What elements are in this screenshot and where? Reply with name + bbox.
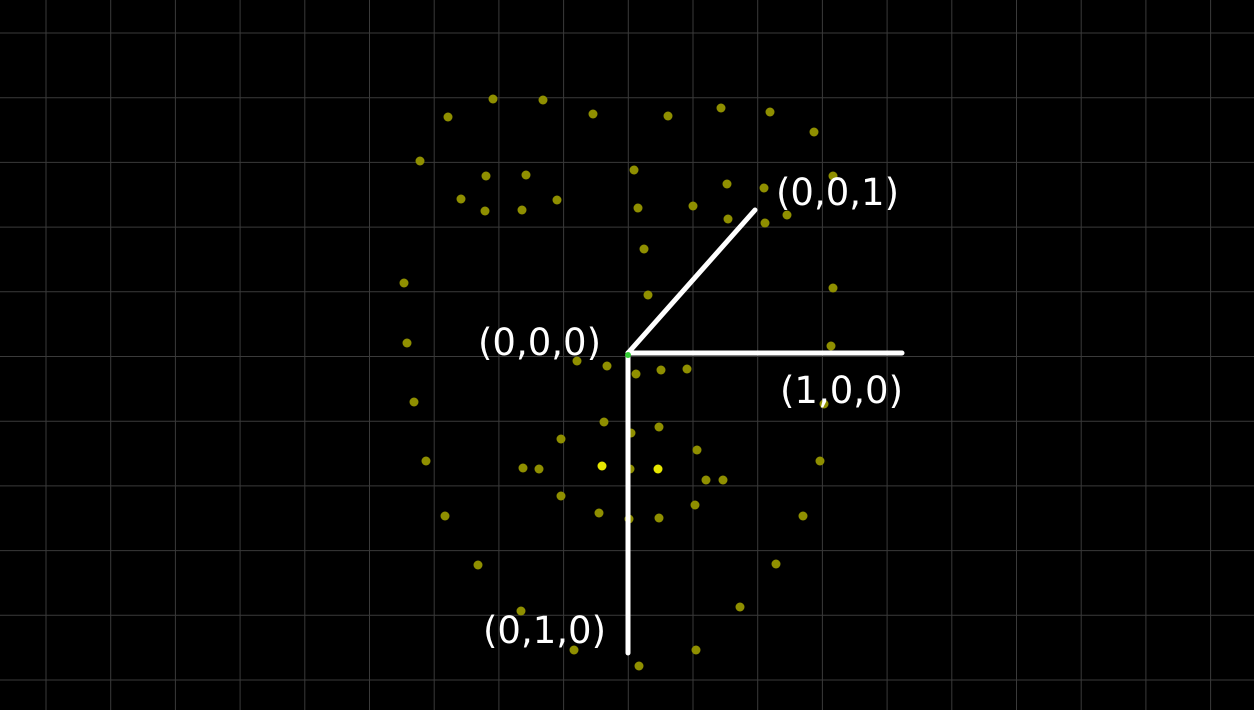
point-marker bbox=[480, 206, 490, 216]
point-marker bbox=[654, 513, 664, 523]
point-marker bbox=[634, 661, 644, 671]
y-axis-label: (0,1,0) bbox=[483, 609, 607, 652]
point-marker bbox=[629, 165, 639, 175]
point-marker bbox=[771, 559, 781, 569]
point-marker bbox=[588, 109, 598, 119]
point-marker bbox=[440, 511, 450, 521]
point-marker bbox=[819, 399, 829, 409]
point-marker bbox=[639, 244, 649, 254]
point-marker bbox=[716, 103, 726, 113]
point-marker bbox=[688, 201, 698, 211]
point-marker bbox=[723, 214, 733, 224]
point-marker bbox=[488, 94, 498, 104]
point-marker bbox=[473, 560, 483, 570]
point-marker bbox=[569, 645, 579, 655]
point-marker bbox=[765, 107, 775, 117]
point-marker bbox=[402, 338, 412, 348]
point-marker bbox=[556, 491, 566, 501]
point-marker bbox=[798, 511, 808, 521]
point-marker bbox=[735, 602, 745, 612]
point-marker bbox=[594, 508, 604, 518]
point-cloud bbox=[399, 94, 838, 671]
point-marker bbox=[456, 194, 466, 204]
point-marker bbox=[443, 112, 453, 122]
point-marker bbox=[481, 171, 491, 181]
point-marker bbox=[516, 606, 526, 616]
point-marker bbox=[534, 464, 544, 474]
point-marker bbox=[682, 364, 692, 374]
point-marker bbox=[518, 463, 528, 473]
point-marker bbox=[759, 183, 769, 193]
point-marker bbox=[643, 290, 653, 300]
point-marker bbox=[631, 369, 641, 379]
point-marker bbox=[691, 645, 701, 655]
point-marker bbox=[760, 218, 770, 228]
z-axis-label: (0,0,1) bbox=[776, 171, 900, 214]
point-marker bbox=[521, 170, 531, 180]
point-marker bbox=[692, 445, 702, 455]
point-marker bbox=[815, 456, 825, 466]
point-marker bbox=[552, 195, 562, 205]
highlighted-point-marker bbox=[653, 464, 663, 474]
point-marker bbox=[828, 283, 838, 293]
point-marker bbox=[656, 365, 666, 375]
point-marker bbox=[517, 205, 527, 215]
point-marker bbox=[826, 341, 836, 351]
z-axis-line bbox=[625, 207, 758, 356]
point-marker bbox=[633, 203, 643, 213]
point-marker bbox=[602, 361, 612, 371]
point-marker bbox=[409, 397, 419, 407]
point-marker bbox=[722, 179, 732, 189]
point-marker bbox=[828, 171, 838, 181]
point-marker bbox=[572, 356, 582, 366]
point-marker bbox=[599, 417, 609, 427]
point-marker bbox=[782, 210, 792, 220]
point-marker bbox=[809, 127, 819, 137]
point-marker bbox=[421, 456, 431, 466]
point-marker bbox=[663, 111, 673, 121]
point-marker bbox=[701, 475, 711, 485]
axes bbox=[625, 207, 905, 656]
point-marker bbox=[556, 434, 566, 444]
highlighted-point-marker bbox=[597, 461, 607, 471]
point-marker bbox=[538, 95, 548, 105]
point-marker bbox=[415, 156, 425, 166]
point-marker bbox=[690, 500, 700, 510]
origin-label: (0,0,0) bbox=[478, 321, 602, 364]
point-marker bbox=[718, 475, 728, 485]
x-axis-label: (1,0,0) bbox=[780, 369, 904, 412]
origin-marker bbox=[625, 352, 631, 358]
point-marker bbox=[399, 278, 409, 288]
point-marker bbox=[654, 422, 664, 432]
